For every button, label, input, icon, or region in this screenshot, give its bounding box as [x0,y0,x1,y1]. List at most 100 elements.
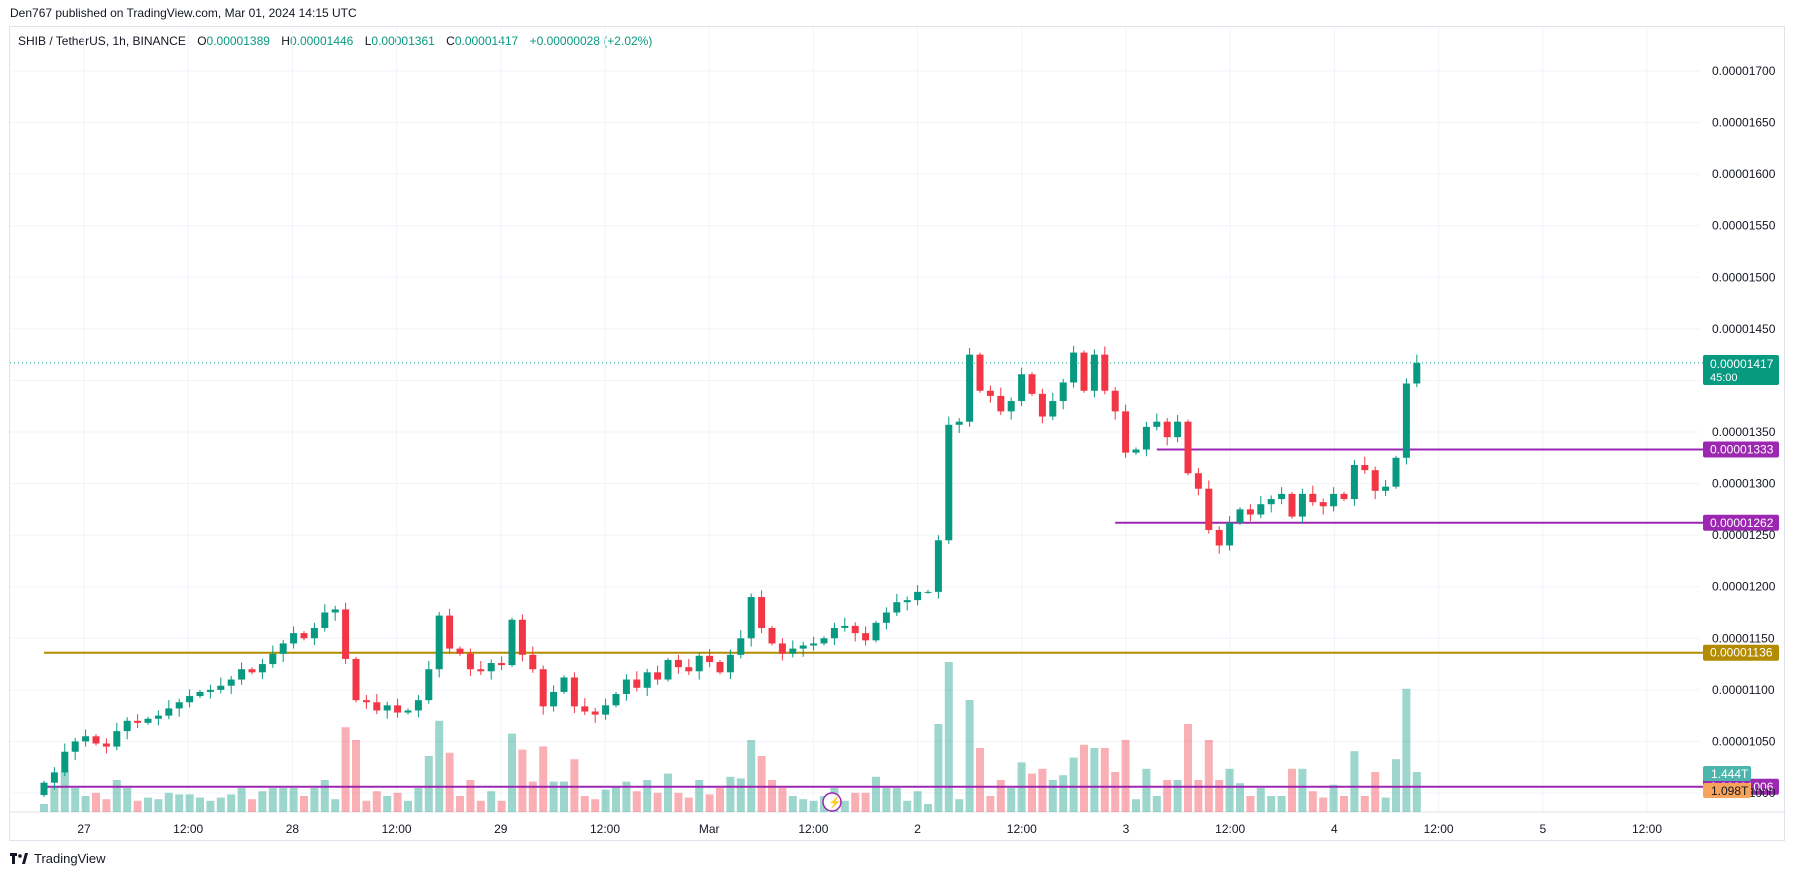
candle-body[interactable] [1153,421,1161,427]
candle-body[interactable] [40,782,48,796]
candle-body[interactable] [1215,529,1223,546]
candle-body[interactable] [1267,499,1275,505]
candle-body[interactable] [342,609,350,659]
candle-body[interactable] [186,696,194,703]
candle-body[interactable] [1246,509,1254,515]
candle-body[interactable] [882,612,890,623]
candle-body[interactable] [851,625,859,634]
candle-body[interactable] [435,615,443,670]
candle-body[interactable] [50,772,58,783]
candle-body[interactable] [872,622,880,641]
candles[interactable] [40,345,1421,798]
candle-body[interactable] [1163,421,1171,438]
candle-body[interactable] [747,597,755,639]
candle-body[interactable] [893,602,901,613]
candle-body[interactable] [1330,493,1338,507]
candle-body[interactable] [425,669,433,701]
candle-body[interactable] [1038,393,1046,417]
symbol-label[interactable]: SHIB / TetherUS, 1h, BINANCE [18,34,186,48]
candle-body[interactable] [1132,449,1140,453]
candle-body[interactable] [206,689,214,692]
candle-body[interactable] [300,633,308,639]
footer-brand[interactable]: TradingView [34,851,106,866]
candle-body[interactable] [487,663,495,672]
candle-body[interactable] [258,664,266,673]
candle-body[interactable] [643,672,651,688]
candle-body[interactable] [123,720,131,732]
candle-body[interactable] [1018,374,1026,402]
candle-body[interactable] [1070,352,1078,383]
candle-body[interactable] [789,648,797,654]
candle-body[interactable] [1028,374,1036,394]
candle-body[interactable] [570,677,578,707]
candle-body[interactable] [924,591,932,593]
candle-body[interactable] [1278,493,1286,500]
candle-body[interactable] [1184,421,1192,474]
candle-body[interactable] [591,711,599,715]
candle-body[interactable] [1007,401,1015,412]
candle-body[interactable] [331,609,339,613]
candle-body[interactable] [113,731,121,747]
candle-body[interactable] [955,421,963,425]
candle-body[interactable] [758,597,766,628]
candle-body[interactable] [820,638,828,644]
candle-body[interactable] [1361,465,1369,471]
candle-body[interactable] [1111,390,1119,412]
candle-body[interactable] [1142,426,1150,450]
candle-body[interactable] [1174,421,1182,438]
candle-body[interactable] [539,669,547,707]
candle-body[interactable] [446,615,454,649]
candle-body[interactable] [934,540,942,592]
candle-body[interactable] [310,627,318,639]
candle-body[interactable] [227,679,235,686]
candle-body[interactable] [685,667,693,672]
price-axis[interactable]: 0.00001700 0.00001650 0.00001600 0.00001550… [1712,64,1776,800]
candle-body[interactable] [321,612,329,628]
candle-body[interactable] [841,625,849,628]
candle-body[interactable] [1236,509,1244,523]
candle-body[interactable] [654,672,662,680]
candle-body[interactable] [175,702,183,709]
candle-body[interactable] [560,677,568,692]
candle-body[interactable] [477,669,485,672]
candle-body[interactable] [1340,493,1348,500]
candle-body[interactable] [768,627,776,644]
candle-body[interactable] [737,638,745,655]
candle-body[interactable] [61,751,69,773]
time-axis[interactable]: 27 12:00 28 12:00 29 12:00 Mar 12:00 2 12:00 3 12:0… [77,822,1662,836]
candle-body[interactable] [716,662,724,673]
candle-body[interactable] [466,653,474,670]
candle-body[interactable] [914,591,922,601]
candle-body[interactable] [154,715,162,719]
candle-body[interactable] [1101,354,1109,391]
candle-body[interactable] [529,654,537,670]
candle-body[interactable] [217,685,225,690]
candle-body[interactable] [238,669,246,680]
candle-body[interactable] [1371,470,1379,491]
candle-body[interactable] [581,706,589,712]
candle-body[interactable] [810,643,818,646]
lightning-icon[interactable] [822,792,842,812]
candle-body[interactable] [1049,401,1057,417]
candle-body[interactable] [1080,352,1088,391]
candle-body[interactable] [1350,465,1358,500]
candle-body[interactable] [1298,493,1306,517]
candle-body[interactable] [373,702,381,711]
candle-body[interactable] [1194,473,1202,489]
candle-body[interactable] [456,648,464,654]
candle-body[interactable] [279,643,287,654]
candle-body[interactable] [1402,383,1410,458]
candle-body[interactable] [144,718,152,723]
candle-body[interactable] [1226,522,1234,546]
candle-body[interactable] [966,354,974,422]
candle-body[interactable] [290,633,298,644]
candle-body[interactable] [394,705,402,713]
candle-body[interactable] [1122,411,1130,453]
candle-body[interactable] [778,643,786,654]
candle-body[interactable] [71,741,79,752]
candle-body[interactable] [1090,354,1098,391]
candle-body[interactable] [1288,493,1296,517]
candle-body[interactable] [945,424,953,541]
